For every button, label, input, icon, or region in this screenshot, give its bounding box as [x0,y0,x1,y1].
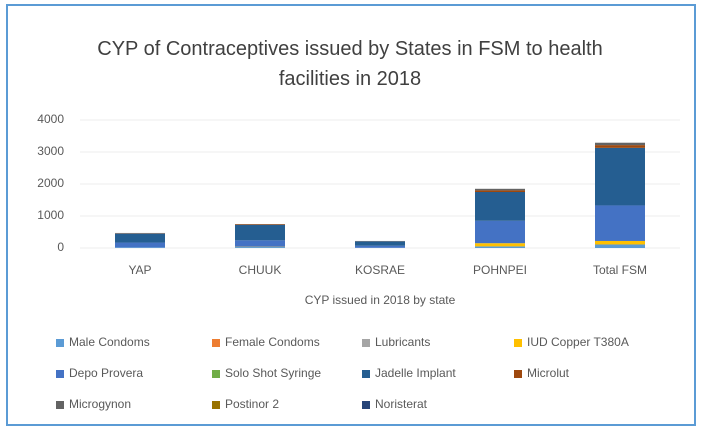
bar-segment [595,142,645,146]
legend-label: Female Condoms [225,335,320,349]
x-tick-label: YAP [128,263,151,277]
bar-segment [595,147,645,206]
y-tick-label: 4000 [37,112,64,126]
bar-segment [235,224,285,241]
legend-swatch [56,370,64,378]
legend-label: Microlut [527,366,570,380]
legend-label: Jadelle Implant [375,366,456,380]
chart-title: CYP of Contraceptives issued by States i… [97,38,603,90]
legend-swatch [514,339,522,347]
legend-swatch [362,401,370,409]
y-tick-label: 1000 [37,208,64,222]
bar-segment [475,220,525,244]
legend-label: Postinor 2 [225,397,279,411]
legend-label: Solo Shot Syringe [225,366,321,380]
legend-swatch [212,401,220,409]
bar-segment [595,240,645,245]
legend-swatch [56,339,64,347]
bar-segment [115,233,165,243]
y-tick-label: 0 [57,240,64,254]
legend-swatch [212,339,220,347]
bar-segment [115,242,165,248]
y-tick-label: 3000 [37,144,64,158]
bar-segment [595,205,645,241]
bar-segment [235,247,285,248]
x-tick-label: CHUUK [239,263,282,277]
y-tick-label: 2000 [37,176,64,190]
legend-swatch [362,370,370,378]
bar-segment [235,224,285,225]
chart-frame [6,4,696,426]
bar-segment [115,247,165,248]
bar-segment [475,190,525,192]
legend-swatch [362,339,370,347]
legend-label: Microgynon [69,397,131,411]
x-axis-label: CYP issued in 2018 by state [305,293,456,307]
legend-swatch [56,401,64,409]
legend-label: Depo Provera [69,366,143,380]
bar-segment [475,192,525,221]
legend-label: Noristerat [375,397,428,411]
bar-segment [595,244,645,248]
bar-segment [475,246,525,248]
legend-label: Male Condoms [69,335,150,349]
x-tick-label: POHNPEI [473,263,527,277]
bar-segment [595,145,645,148]
bar-segment [235,240,285,247]
x-tick-label: KOSRAE [355,263,405,277]
legend-swatch [514,370,522,378]
bar-segment [355,241,405,246]
x-tick-label: Total FSM [593,263,647,277]
bar-segment [355,245,405,248]
bar-segment [475,188,525,191]
bar-segment [475,243,525,247]
legend-swatch [212,370,220,378]
legend-label: IUD Copper T380A [527,335,629,349]
legend-label: Lubricants [375,335,430,349]
